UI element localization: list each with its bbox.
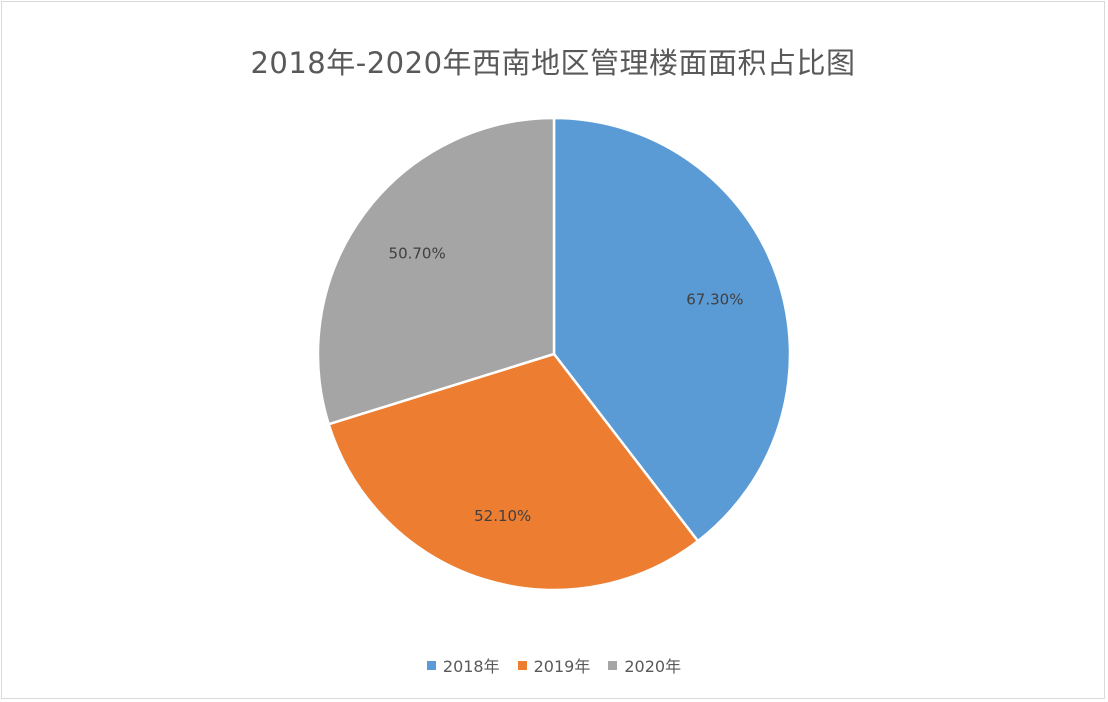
pie-labels: 67.30% 52.10% 50.70%	[389, 244, 744, 525]
legend-swatch-2020	[608, 660, 618, 670]
pie-slice-2019[interactable]	[327, 352, 700, 592]
slice-label-2020: 50.70%	[389, 244, 446, 262]
pie-slices	[316, 116, 792, 592]
legend-item-2018[interactable]: 2018年	[426, 653, 500, 677]
legend-label-2018: 2018年	[442, 657, 500, 676]
chart-legend: 2018年 2019年 2020年	[0, 653, 1108, 677]
slice-label-2019: 52.10%	[474, 507, 531, 525]
legend-label-2019: 2019年	[533, 657, 591, 676]
legend-swatch-2018	[426, 660, 436, 670]
chart-title: 2018年-2020年西南地区管理楼面面积占比图	[250, 46, 856, 80]
legend-swatch-2019	[517, 660, 527, 670]
slice-label-2018: 67.30%	[686, 290, 743, 308]
pie-slice-2018[interactable]	[552, 116, 792, 543]
pie-slice-2020[interactable]	[316, 116, 556, 426]
legend-item-2019[interactable]: 2019年	[517, 653, 591, 677]
legend-label-2020: 2020年	[624, 657, 682, 676]
legend-item-2020[interactable]: 2020年	[608, 653, 681, 677]
